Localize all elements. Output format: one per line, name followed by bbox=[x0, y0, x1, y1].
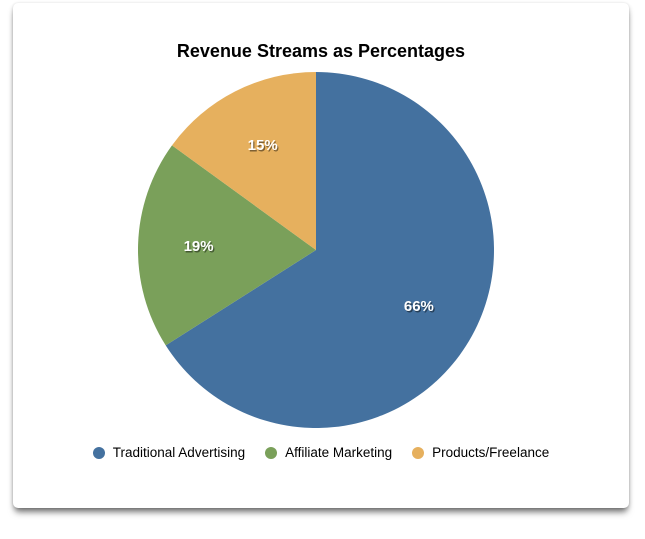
legend-item-products-freelance: Products/Freelance bbox=[412, 445, 549, 460]
pie-slice-traditional-advertising bbox=[165, 72, 494, 428]
pie-slice-labels: 66%66%19%19%15%15% bbox=[184, 137, 436, 317]
legend-swatch-affiliate-marketing-icon bbox=[265, 446, 278, 459]
legend-label-products-freelance: Products/Freelance bbox=[432, 445, 550, 460]
pie-slice-value-label: 66% bbox=[405, 300, 435, 317]
pie-slice-value-label: 66% bbox=[404, 298, 434, 315]
legend-swatch-products-freelance-icon bbox=[412, 446, 425, 459]
pie-slice-value-label: 19% bbox=[185, 239, 215, 256]
chart-title: Revenue Streams as Percentages bbox=[176, 41, 466, 61]
legend-swatch-traditional-advertising-icon bbox=[92, 446, 105, 459]
pie-slice-value-label: 19% bbox=[184, 238, 214, 255]
chart-card: Revenue Streams as Percentages 66% 66% 19%… bbox=[13, 3, 629, 508]
legend-label-traditional-advertising: Traditional Advertising bbox=[112, 445, 246, 460]
legend: Traditional Advertising Affiliate Market… bbox=[13, 445, 629, 460]
pie-slice-value-label: 15% bbox=[248, 137, 278, 154]
pie-slice-affiliate-marketing bbox=[137, 145, 316, 346]
legend-label-affiliate-marketing: Affiliate Marketing bbox=[285, 445, 393, 460]
pie-chart: 66%66%19%19%15%15% bbox=[137, 72, 494, 428]
pie-slice-products-freelance bbox=[171, 72, 316, 250]
pie-slices bbox=[137, 72, 494, 428]
legend-item-affiliate-marketing: Affiliate Marketing bbox=[265, 445, 392, 460]
pie-slice-value-label: 15% bbox=[249, 138, 279, 155]
legend-item-traditional-advertising: Traditional Advertising bbox=[92, 445, 246, 460]
